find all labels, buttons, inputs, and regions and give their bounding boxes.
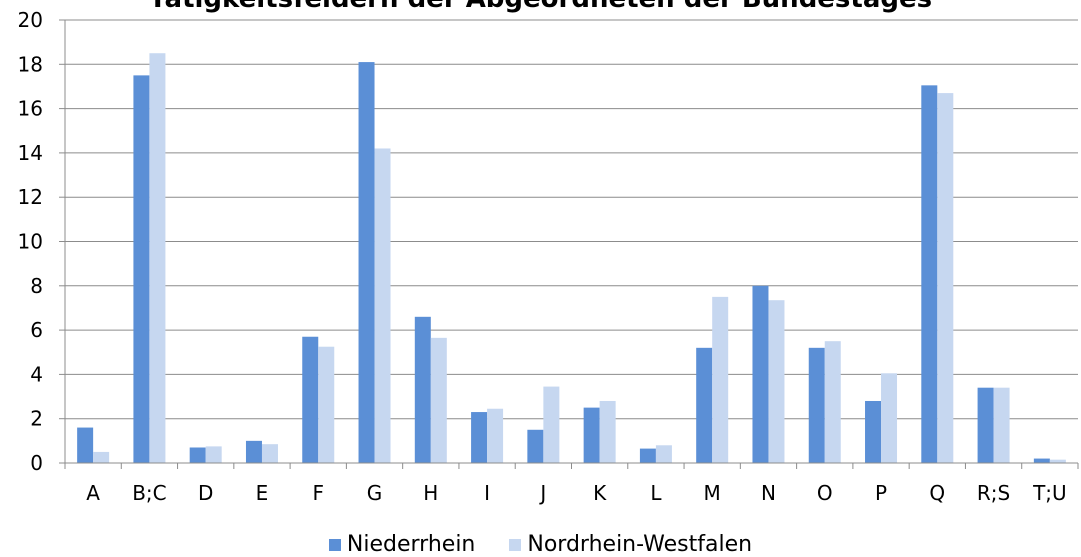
chart-title: Tätigkeitsfeldern der Abgeordneten der B…: [0, 0, 1081, 14]
bar-chart: 0 2 4 6 8 10 12 14 16 18 20 A B;C D E F G H I J K L M N O P Q R;S T…: [18, 8, 1079, 505]
x-tick-label: G: [367, 481, 383, 505]
bar-niederrhein: [133, 75, 150, 463]
bar-nordrhein-westfalen: [543, 386, 560, 463]
bar-niederrhein: [77, 427, 94, 463]
bar-niederrhein: [471, 412, 488, 463]
bar-nordrhein-westfalen: [374, 148, 391, 463]
x-tick-label: F: [312, 481, 324, 505]
bar-niederrhein: [977, 387, 994, 463]
bar-nordrhein-westfalen: [599, 400, 616, 463]
bar-nordrhein-westfalen: [768, 300, 785, 463]
y-tick-label: 12: [18, 185, 43, 209]
bar-niederrhein: [414, 316, 431, 463]
bar-nordrhein-westfalen: [487, 408, 504, 463]
y-tick-label: 0: [30, 451, 43, 475]
x-tick-label: M: [704, 481, 721, 505]
legend-swatch-niederrhein: [328, 538, 341, 551]
y-tick-label: 20: [18, 8, 43, 32]
legend-item-niederrhein: Niederrhein: [328, 532, 476, 557]
bar-niederrhein: [302, 336, 319, 463]
x-tick-label: I: [484, 481, 490, 505]
bar-nordrhein-westfalen: [261, 444, 278, 463]
bar-niederrhein: [245, 440, 262, 463]
bar-niederrhein: [1033, 458, 1050, 463]
bar-nordrhein-westfalen: [993, 387, 1010, 463]
x-tick-label: Q: [929, 481, 945, 505]
bar-niederrhein: [639, 448, 656, 463]
y-tick-label: 18: [18, 52, 43, 76]
gridlines: [65, 19, 1078, 420]
y-tick-labels: 0 2 4 6 8 10 12 14 16 18 20: [18, 8, 43, 475]
x-tick-labels: A B;C D E F G H I J K L M N O P Q R;S T;U: [86, 481, 1066, 505]
bar-niederrhein: [921, 85, 938, 463]
x-tick-label: K: [593, 481, 607, 505]
bar-nordrhein-westfalen: [655, 445, 672, 463]
y-tick-label: 10: [18, 230, 43, 254]
legend: Niederrhein Nordrhein-Westfalen: [0, 532, 1081, 557]
bar-nordrhein-westfalen: [205, 446, 222, 463]
legend-swatch-nordrhein-westfalen: [509, 538, 522, 551]
y-tick-label: 2: [30, 407, 43, 431]
y-tick-label: 4: [30, 362, 43, 386]
bar-niederrhein: [189, 447, 206, 463]
bar-nordrhein-westfalen: [937, 93, 954, 463]
bar-niederrhein: [752, 285, 769, 463]
x-tick-label: A: [86, 481, 100, 505]
bar-nordrhein-westfalen: [824, 341, 841, 463]
y-tick-label: 6: [30, 318, 43, 342]
x-tick-label: H: [423, 481, 438, 505]
bars: [77, 53, 1066, 464]
bar-nordrhein-westfalen: [93, 451, 110, 463]
x-tick-label: D: [198, 481, 213, 505]
x-tick-label: L: [650, 481, 662, 505]
y-tick-label: 8: [30, 274, 43, 298]
bar-niederrhein: [527, 429, 544, 463]
x-tick-label: T;U: [1032, 481, 1067, 505]
legend-label-nordrhein-westfalen: Nordrhein-Westfalen: [527, 532, 753, 557]
y-tick-label: 14: [18, 141, 43, 165]
x-tick-label: R;S: [977, 481, 1010, 505]
x-tick-label: E: [256, 481, 269, 505]
bar-niederrhein: [696, 347, 713, 463]
bar-nordrhein-westfalen: [712, 296, 729, 463]
bar-niederrhein: [808, 347, 825, 463]
x-tick-label: B;C: [132, 481, 166, 505]
axes: [59, 19, 1079, 469]
bar-niederrhein: [583, 407, 600, 463]
y-tick-label: 16: [18, 97, 43, 121]
bar-nordrhein-westfalen: [1049, 459, 1066, 463]
bar-nordrhein-westfalen: [430, 337, 447, 463]
bar-nordrhein-westfalen: [318, 346, 335, 463]
x-tick-label: J: [538, 481, 546, 505]
legend-item-nordrhein-westfalen: Nordrhein-Westfalen: [509, 532, 752, 557]
x-tick-label: P: [875, 481, 887, 505]
bar-niederrhein: [358, 62, 375, 464]
bar-nordrhein-westfalen: [881, 373, 898, 463]
x-tick-label: O: [817, 481, 833, 505]
legend-label-niederrhein: Niederrhein: [346, 532, 476, 557]
x-tick-label: N: [761, 481, 776, 505]
bar-nordrhein-westfalen: [149, 53, 166, 463]
bar-niederrhein: [865, 400, 882, 463]
